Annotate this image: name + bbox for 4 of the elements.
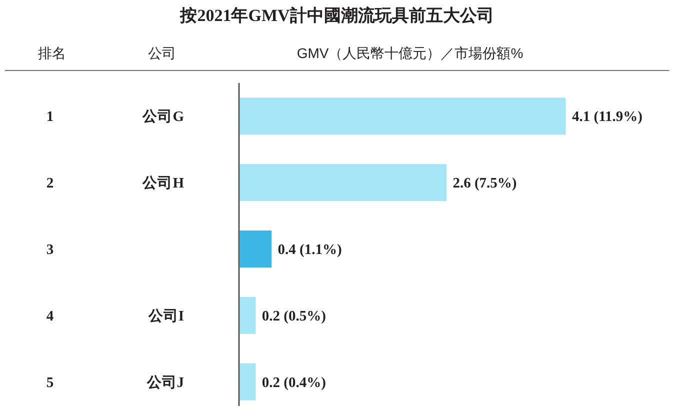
annotation: 排名 <box>38 45 66 61</box>
xlabel: GMV（人民幣十億元）／市場份額% <box>296 45 524 61</box>
ylabel: 公司 <box>148 45 176 61</box>
title: 按2021年GMV計中國潮流玩具前五大公司 <box>180 6 494 25</box>
